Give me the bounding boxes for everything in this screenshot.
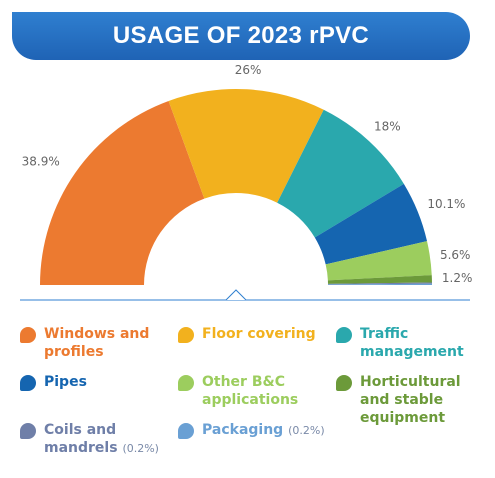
legend-item: Traffic management [336,325,486,361]
value-label: 10.1% [427,197,465,211]
slice [327,283,432,285]
legend-icon [20,375,36,391]
slice [40,100,205,285]
caret [225,289,247,301]
legend-text: Coils and mandrels (0.2%) [44,421,170,458]
legend-item: Windows and profiles [20,325,170,361]
legend-item: Horticultural and stable equipment [336,373,486,427]
legend-item: Other B&C applications [178,373,328,409]
legend-label: Floor covering [202,326,316,342]
slice [327,282,432,285]
legend-text: Pipes [44,373,87,391]
legend-value: (0.2%) [122,442,159,455]
legend-icon [178,423,194,439]
legend-text: Floor covering [202,325,316,343]
legend-label: Windows and profiles [44,326,150,360]
legend-label: Horticultural and stable equipment [360,374,461,426]
legend-icon [336,327,352,343]
legend-icon [178,375,194,391]
legend-label: Packaging [202,422,284,438]
legend-icon [20,327,36,343]
legend-item: Coils and mandrels (0.2%) [20,421,170,458]
legend-text: Packaging (0.2%) [202,421,325,440]
slice [327,275,432,284]
legend-icon [178,327,194,343]
legend-label: Coils and mandrels [44,422,118,456]
legend-icon [336,375,352,391]
legend-text: Windows and profiles [44,325,170,361]
slice [277,109,404,238]
slice [168,88,324,203]
value-label: 5.6% [440,248,471,262]
slice [314,183,428,265]
legend-text: Other B&C applications [202,373,328,409]
value-label: 38.9% [22,154,60,168]
legend-label: Traffic management [360,326,464,360]
legend-item: Floor covering [178,325,328,343]
value-label: 1.2% [442,271,473,285]
legend-label: Pipes [44,374,87,390]
legend-value: (0.2%) [288,424,325,437]
value-label: 26% [235,63,262,77]
chart-title: USAGE OF 2023 rPVC [12,12,470,60]
legend-text: Horticultural and stable equipment [360,373,486,427]
legend-text: Traffic management [360,325,486,361]
legend-icon [20,423,36,439]
value-label: 18% [374,120,401,134]
legend-label: Other B&C applications [202,374,299,408]
legend-item: Pipes [20,373,170,391]
slice [325,241,432,281]
legend-item: Packaging (0.2%) [178,421,328,440]
